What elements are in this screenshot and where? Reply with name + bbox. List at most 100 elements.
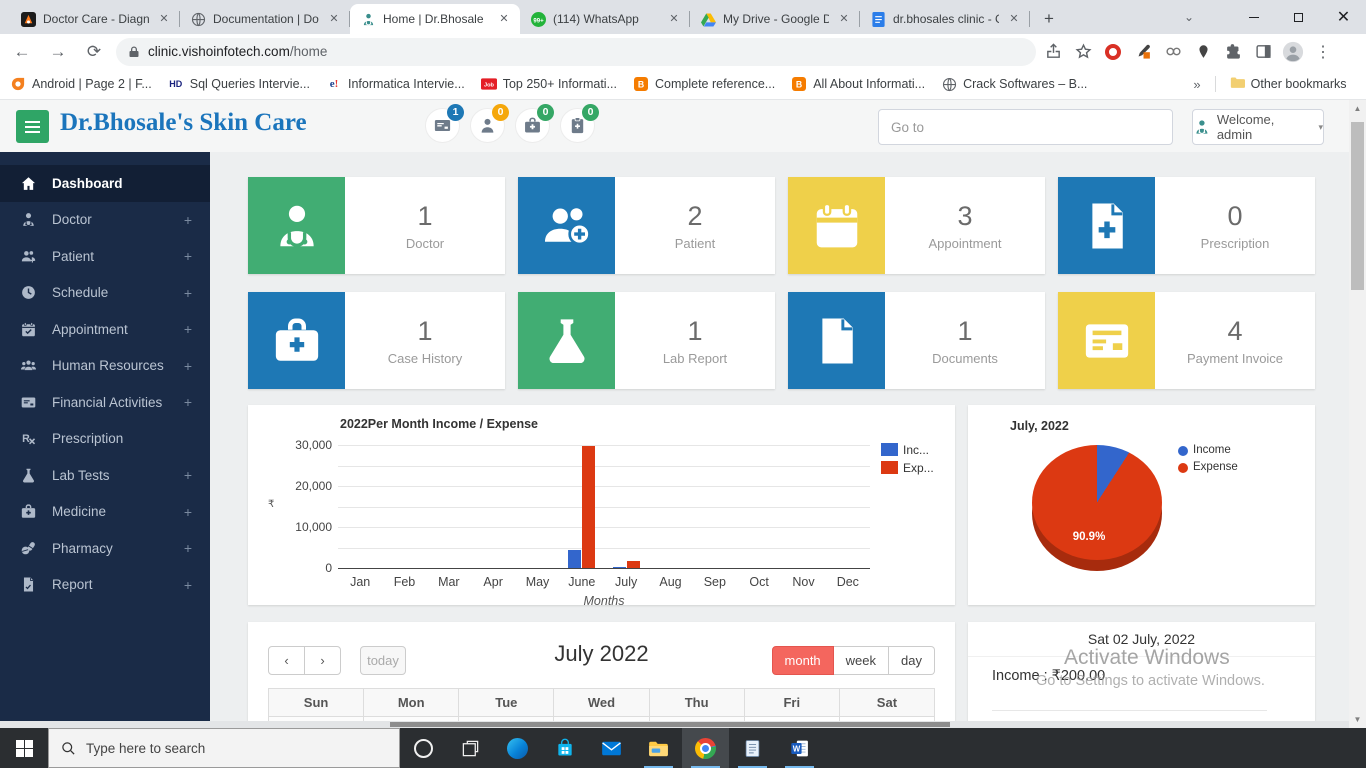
sidebar-item-appointment[interactable]: Appointment +: [0, 311, 210, 348]
sidebar-item-schedule[interactable]: Schedule +: [0, 275, 210, 312]
taskbar-search-box[interactable]: Type here to search: [48, 728, 400, 768]
stat-card-appointment[interactable]: 3 Appointment: [788, 177, 1045, 274]
browser-tab-2[interactable]: Home | Dr.Bhosale ✕: [350, 4, 520, 34]
notification-patients-button[interactable]: 0: [470, 104, 509, 143]
taskbar-task-view-button[interactable]: [447, 728, 494, 768]
sidebar-item-prescription[interactable]: R Prescription: [0, 421, 210, 458]
stat-card-prescription[interactable]: 0 Prescription: [1058, 177, 1315, 274]
vertical-scroll-thumb[interactable]: [1351, 122, 1364, 290]
sidebar-item-financial-activities[interactable]: Financial Activities +: [0, 384, 210, 421]
links-extension-icon[interactable]: [1160, 39, 1186, 65]
sidebar-toggle-button[interactable]: [16, 110, 49, 143]
bookmark-item-6[interactable]: Crack Softwares – B...: [941, 76, 1087, 92]
browser-tab-3[interactable]: 99+ (114) WhatsApp ✕: [520, 4, 690, 34]
minimize-button[interactable]: [1231, 0, 1276, 34]
stat-card-documents[interactable]: 1 Documents: [788, 292, 1045, 389]
maximize-button[interactable]: [1276, 0, 1321, 34]
browser-menu-icon[interactable]: ⋮: [1315, 43, 1331, 61]
calendar-view-day[interactable]: day: [889, 646, 935, 675]
tab-close-icon[interactable]: ✕: [1009, 13, 1019, 25]
bookmark-star-icon[interactable]: [1070, 39, 1096, 65]
stat-card-case-history[interactable]: 1 Case History: [248, 292, 505, 389]
taskbar-notepad-button[interactable]: [729, 728, 776, 768]
sidebar-item-doctor[interactable]: Doctor +: [0, 202, 210, 239]
user-menu-button[interactable]: Welcome, admin ▾: [1192, 109, 1324, 145]
taskbar-cortana-button[interactable]: [400, 728, 447, 768]
stat-card-payment-invoice[interactable]: 4 Payment Invoice: [1058, 292, 1315, 389]
reload-icon[interactable]: ⟳: [86, 41, 102, 61]
expand-plus-icon[interactable]: +: [183, 357, 192, 374]
browser-tab-1[interactable]: Documentation | Doct ✕: [180, 4, 350, 34]
address-bar[interactable]: clinic.vishoinfotech.com/home: [116, 37, 1036, 66]
bookmark-item-4[interactable]: B Complete reference...: [633, 76, 775, 92]
browser-tab-5[interactable]: dr.bhosales clinic - Go ✕: [860, 4, 1030, 34]
scroll-up-icon[interactable]: ▲: [1353, 104, 1362, 113]
start-button[interactable]: [0, 728, 48, 768]
sidebar-item-pharmacy[interactable]: Pharmacy +: [0, 530, 210, 567]
stat-card-doctor[interactable]: 1 Doctor: [248, 177, 505, 274]
back-icon[interactable]: ←: [13, 41, 31, 61]
expand-plus-icon[interactable]: +: [183, 394, 192, 411]
tab-close-icon[interactable]: ✕: [669, 13, 679, 25]
sidebar-item-patient[interactable]: Patient +: [0, 238, 210, 275]
sidebar-item-human-resources[interactable]: Human Resources +: [0, 348, 210, 385]
scroll-down-icon[interactable]: ▼: [1353, 715, 1362, 724]
taskbar-file-explorer-button[interactable]: [635, 728, 682, 768]
expand-plus-icon[interactable]: +: [183, 503, 192, 520]
expand-plus-icon[interactable]: +: [183, 540, 192, 557]
bookmark-item-3[interactable]: Job Top 250+ Informati...: [480, 76, 617, 92]
browser-tab-0[interactable]: Doctor Care - Diagnos ✕: [10, 4, 180, 34]
expand-plus-icon[interactable]: +: [183, 284, 192, 301]
adblock-extension-icon[interactable]: [1100, 39, 1126, 65]
vertical-scrollbar[interactable]: ▲ ▼: [1349, 100, 1366, 728]
taskbar-chrome-button[interactable]: [682, 728, 729, 768]
new-tab-button[interactable]: +: [1044, 9, 1054, 28]
colorpicker-extension-icon[interactable]: [1130, 39, 1156, 65]
extensions-puzzle-icon[interactable]: [1220, 39, 1246, 65]
bookmark-item-1[interactable]: HD Sql Queries Intervie...: [169, 77, 310, 91]
calendar-view-week[interactable]: week: [833, 646, 890, 675]
tab-close-icon[interactable]: ✕: [499, 13, 509, 25]
expand-plus-icon[interactable]: +: [183, 248, 192, 265]
calendar-view-month[interactable]: month: [771, 646, 834, 675]
horizontal-scrollbar[interactable]: [0, 721, 1349, 728]
bookmarks-overflow-icon[interactable]: »: [1193, 76, 1201, 92]
calendar-today-button[interactable]: today: [360, 646, 406, 675]
forward-icon[interactable]: →: [49, 41, 67, 61]
bookmark-item-2[interactable]: e! Informatica Intervie...: [326, 76, 465, 92]
taskbar-mail-button[interactable]: [588, 728, 635, 768]
tab-search-chevron-icon[interactable]: ⌄: [1183, 10, 1195, 24]
pin-extension-icon[interactable]: [1190, 39, 1216, 65]
stat-card-patient[interactable]: 2 Patient: [518, 177, 775, 274]
sidebar-item-report[interactable]: Report +: [0, 567, 210, 604]
stat-label: Payment Invoice: [1186, 350, 1284, 366]
stat-card-lab-report[interactable]: 1 Lab Report: [518, 292, 775, 389]
calendar-next-button[interactable]: ›: [304, 646, 341, 675]
side-panel-icon[interactable]: [1250, 39, 1276, 65]
tab-close-icon[interactable]: ✕: [329, 13, 339, 25]
expand-plus-icon[interactable]: +: [183, 211, 192, 228]
browser-tab-4[interactable]: My Drive - Google Dri ✕: [690, 4, 860, 34]
taskbar-word-button[interactable]: W: [776, 728, 823, 768]
tab-close-icon[interactable]: ✕: [159, 13, 169, 25]
close-window-button[interactable]: ✕: [1336, 9, 1351, 26]
notification-billing-button[interactable]: 1: [425, 104, 464, 143]
profile-avatar-icon[interactable]: [1280, 39, 1306, 65]
notification-medkit-button[interactable]: 0: [515, 104, 554, 143]
expand-plus-icon[interactable]: +: [183, 321, 192, 338]
sidebar-item-dashboard[interactable]: Dashboard: [0, 165, 210, 202]
sidebar-item-medicine[interactable]: Medicine +: [0, 494, 210, 531]
bookmark-item-0[interactable]: Android | Page 2 | F...: [10, 76, 152, 92]
taskbar-store-button[interactable]: [541, 728, 588, 768]
expand-plus-icon[interactable]: +: [183, 467, 192, 484]
horizontal-scroll-thumb[interactable]: [390, 722, 950, 727]
tab-close-icon[interactable]: ✕: [839, 13, 849, 25]
bookmark-item-5[interactable]: B All About Informati...: [791, 76, 925, 92]
goto-search-input[interactable]: [878, 109, 1173, 145]
other-bookmarks-button[interactable]: Other bookmarks: [1214, 76, 1347, 92]
share-icon[interactable]: [1040, 39, 1066, 65]
sidebar-item-lab-tests[interactable]: Lab Tests +: [0, 457, 210, 494]
notification-cases-button[interactable]: 0: [560, 104, 599, 143]
expand-plus-icon[interactable]: +: [183, 576, 192, 593]
taskbar-edge-button[interactable]: [494, 728, 541, 768]
